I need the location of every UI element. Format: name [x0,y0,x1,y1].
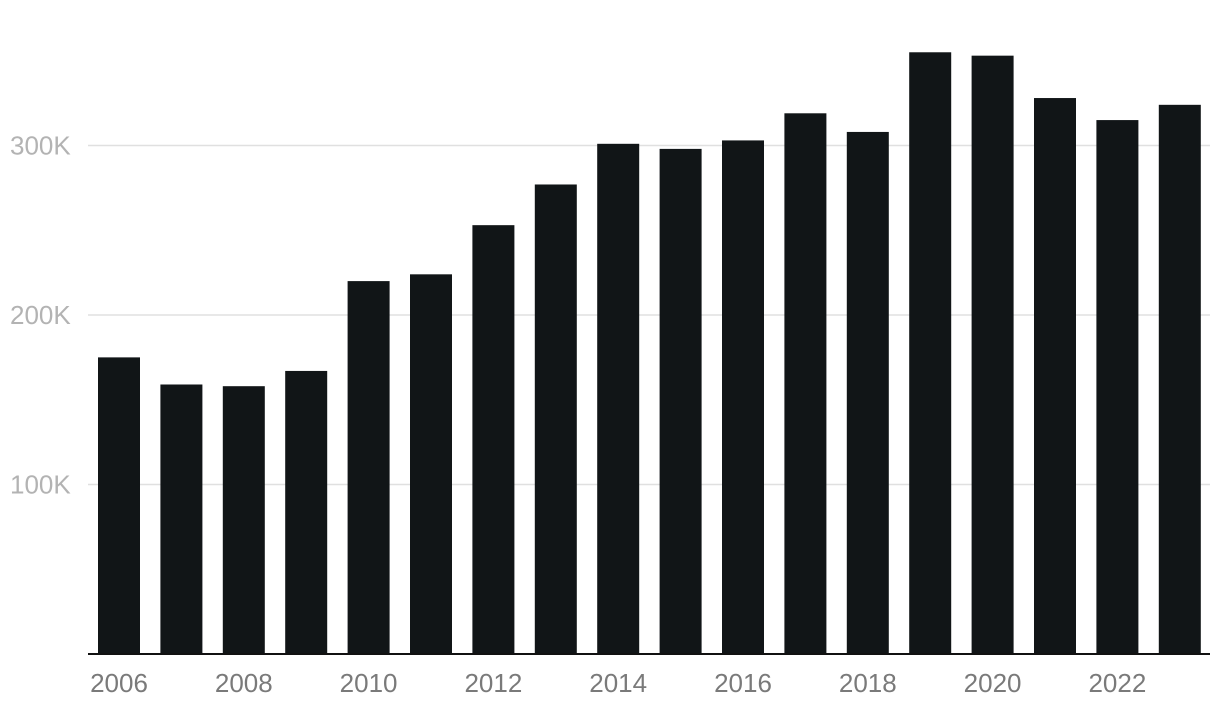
bar-2009 [285,370,328,654]
bar-2015 [659,148,702,654]
bar-2014 [597,143,640,654]
bar-2013 [534,184,577,655]
bar-2007 [160,384,203,654]
bar-2017 [784,113,827,655]
x-tick-label: 2012 [464,668,522,698]
x-tick-label: 2016 [714,668,772,698]
x-tick-label: 2018 [839,668,897,698]
bar-2022 [1096,120,1139,654]
y-tick-label: 100K [10,470,71,500]
bar-2006 [98,357,140,654]
bar-2011 [410,274,452,654]
x-tick-label: 2020 [964,668,1022,698]
bar-2010 [347,281,390,654]
x-tick-label: 2014 [589,668,647,698]
x-tick-label: 2010 [340,668,398,698]
y-tick-label: 300K [10,131,71,161]
bars [98,52,1201,655]
bar-2016 [722,140,764,655]
grid-lines [88,144,1210,486]
bar-2018 [846,131,889,654]
x-tick-label: 2022 [1088,668,1146,698]
y-tick-label: 200K [10,300,71,330]
bar-2020 [971,55,1014,655]
x-tick-label: 2008 [215,668,273,698]
y-axis-labels: 100K 200K 300K [10,131,71,500]
x-axis-labels: 2006 2008 2010 2012 2014 2016 2018 2020 2022 [90,668,1146,698]
bar-2008 [222,386,265,654]
bar-2012 [472,225,515,655]
bar-2019 [909,52,952,654]
x-tick-label: 2006 [90,668,148,698]
bar-2021 [1034,98,1076,655]
bar-2023 [1158,104,1201,654]
